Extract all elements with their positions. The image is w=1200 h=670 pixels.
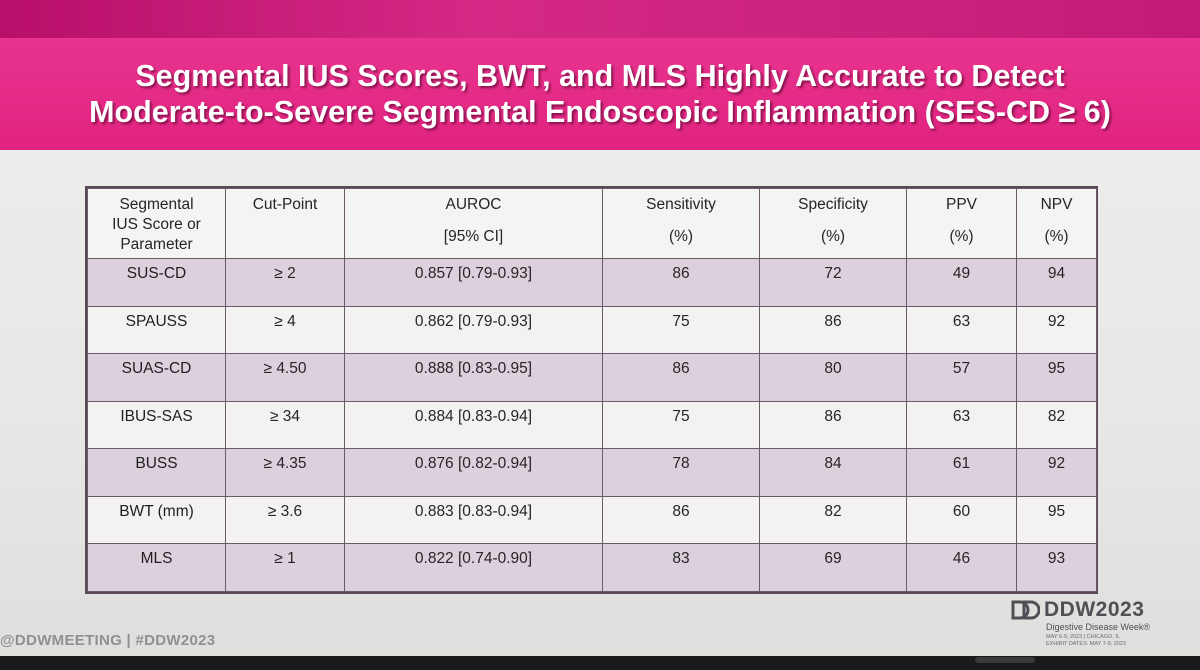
ddw-logo-tagline: Digestive Disease Week®	[1046, 622, 1151, 632]
table-row: SUS-CD ≥ 2 0.857 [0.79-0.93] 86 72 49 94	[87, 258, 1097, 307]
cell-cut-point: ≥ 2	[225, 258, 345, 307]
table-row: MLS ≥ 1 0.822 [0.74-0.90] 83 69 46 93	[87, 543, 1097, 592]
header-text: Sensitivity	[646, 196, 716, 213]
cell-specificity: 80	[759, 353, 907, 402]
cell-parameter: SUAS-CD	[87, 353, 226, 402]
cell-parameter: IBUS-SAS	[87, 400, 226, 450]
table-header-row: Segmental IUS Score or Parameter Cut-Poi…	[87, 188, 1097, 259]
footer-social-handle: @DDWMEETING | #DDW2023	[0, 632, 216, 649]
cell-specificity: 84	[759, 448, 907, 497]
cell-sensitivity: 86	[602, 258, 760, 307]
cell-auroc: 0.822 [0.74-0.90]	[344, 543, 603, 592]
header-text: Segmental	[119, 196, 194, 213]
header-npv: NPV (%)	[1016, 188, 1097, 259]
cell-ppv: 57	[906, 353, 1017, 402]
cell-specificity: 82	[759, 495, 907, 545]
cell-parameter: BUSS	[87, 448, 226, 497]
cell-ppv: 63	[906, 400, 1017, 450]
cell-npv: 94	[1016, 258, 1097, 307]
cell-sensitivity: 86	[602, 495, 760, 545]
screen-notch	[975, 657, 1035, 663]
header-text: Parameter	[120, 236, 193, 253]
cell-cut-point: ≥ 4.35	[225, 448, 345, 497]
header-ppv: PPV (%)	[906, 188, 1017, 259]
cell-ppv: 63	[906, 305, 1017, 355]
cell-parameter: SUS-CD	[87, 258, 226, 307]
header-cut-point: Cut-Point	[225, 188, 345, 259]
cell-ppv: 46	[906, 543, 1017, 592]
cell-npv: 95	[1016, 495, 1097, 545]
slide-title-line-1: Segmental IUS Scores, BWT, and MLS Highl…	[135, 59, 1065, 93]
cell-cut-point: ≥ 34	[225, 400, 345, 450]
cell-auroc: 0.862 [0.79-0.93]	[344, 305, 603, 355]
results-table: Segmental IUS Score or Parameter Cut-Poi…	[85, 186, 1098, 594]
header-sensitivity: Sensitivity (%)	[602, 188, 760, 259]
slide-title-line-2: Moderate-to-Severe Segmental Endoscopic …	[89, 95, 1111, 129]
cell-npv: 93	[1016, 543, 1097, 592]
header-text: IUS Score or	[112, 216, 201, 233]
header-text: [95% CI]	[443, 228, 504, 245]
cell-npv: 92	[1016, 305, 1097, 355]
header-text: (%)	[1044, 228, 1069, 245]
cell-npv: 92	[1016, 448, 1097, 497]
cell-sensitivity: 75	[602, 400, 760, 450]
cell-ppv: 49	[906, 258, 1017, 307]
table-row: BWT (mm) ≥ 3.6 0.883 [0.83-0.94] 86 82 6…	[87, 495, 1097, 545]
cell-auroc: 0.888 [0.83-0.95]	[344, 353, 603, 402]
header-text: Cut-Point	[252, 196, 318, 213]
cell-npv: 82	[1016, 400, 1097, 450]
ddw-logo-details-line: EXHIBIT DATES: MAY 7-9, 2023	[1046, 641, 1126, 647]
table-row: BUSS ≥ 4.35 0.876 [0.82-0.94] 78 84 61 9…	[87, 448, 1097, 497]
cell-cut-point: ≥ 3.6	[225, 495, 345, 545]
cell-ppv: 61	[906, 448, 1017, 497]
header-text: AUROC	[445, 196, 502, 213]
cell-cut-point: ≥ 4	[225, 305, 345, 355]
cell-ppv: 60	[906, 495, 1017, 545]
header-text: PPV	[945, 196, 977, 213]
header-parameter: Segmental IUS Score or Parameter	[87, 188, 226, 259]
header-top-strip	[0, 0, 1200, 38]
cell-auroc: 0.857 [0.79-0.93]	[344, 258, 603, 307]
header-text: (%)	[668, 228, 694, 245]
table-row: SPAUSS ≥ 4 0.862 [0.79-0.93] 75 86 63 92	[87, 305, 1097, 355]
cell-parameter: MLS	[87, 543, 226, 592]
screen-bottom-edge	[0, 656, 1200, 670]
table-row: IBUS-SAS ≥ 34 0.884 [0.83-0.94] 75 86 63…	[87, 400, 1097, 450]
cell-sensitivity: 83	[602, 543, 760, 592]
table-row: SUAS-CD ≥ 4.50 0.888 [0.83-0.95] 86 80 5…	[87, 353, 1097, 402]
cell-auroc: 0.876 [0.82-0.94]	[344, 448, 603, 497]
cell-specificity: 86	[759, 305, 907, 355]
cell-sensitivity: 78	[602, 448, 760, 497]
cell-cut-point: ≥ 1	[225, 543, 345, 592]
cell-specificity: 72	[759, 258, 907, 307]
cell-parameter: SPAUSS	[87, 305, 226, 355]
cell-specificity: 69	[759, 543, 907, 592]
cell-npv: 95	[1016, 353, 1097, 402]
cell-cut-point: ≥ 4.50	[225, 353, 345, 402]
cell-sensitivity: 75	[602, 305, 760, 355]
cell-sensitivity: 86	[602, 353, 760, 402]
cell-auroc: 0.884 [0.83-0.94]	[344, 400, 603, 450]
header-text: Specificity	[798, 196, 868, 213]
cell-parameter: BWT (mm)	[87, 495, 226, 545]
ddw-logo-name: DDW2023	[1044, 598, 1145, 621]
cell-auroc: 0.883 [0.83-0.94]	[344, 495, 603, 545]
header-auroc: AUROC [95% CI]	[344, 188, 603, 259]
header-specificity: Specificity (%)	[759, 188, 907, 259]
ddw-logo-details-line: MAY 6-9, 2023 | CHICAGO, IL	[1046, 634, 1120, 640]
slide-header: Segmental IUS Scores, BWT, and MLS Highl…	[0, 38, 1200, 150]
header-text: (%)	[949, 228, 974, 245]
ddw-logo: DDW2023 Digestive Disease Week® MAY 6-9,…	[1010, 598, 1195, 654]
cell-specificity: 86	[759, 400, 907, 450]
header-text: (%)	[820, 228, 846, 245]
ddw-logo-details: MAY 6-9, 2023 | CHICAGO, IL EXHIBIT DATE…	[1046, 634, 1126, 648]
header-text: NPV	[1040, 196, 1073, 213]
ddw-logo-icon	[1011, 600, 1040, 620]
